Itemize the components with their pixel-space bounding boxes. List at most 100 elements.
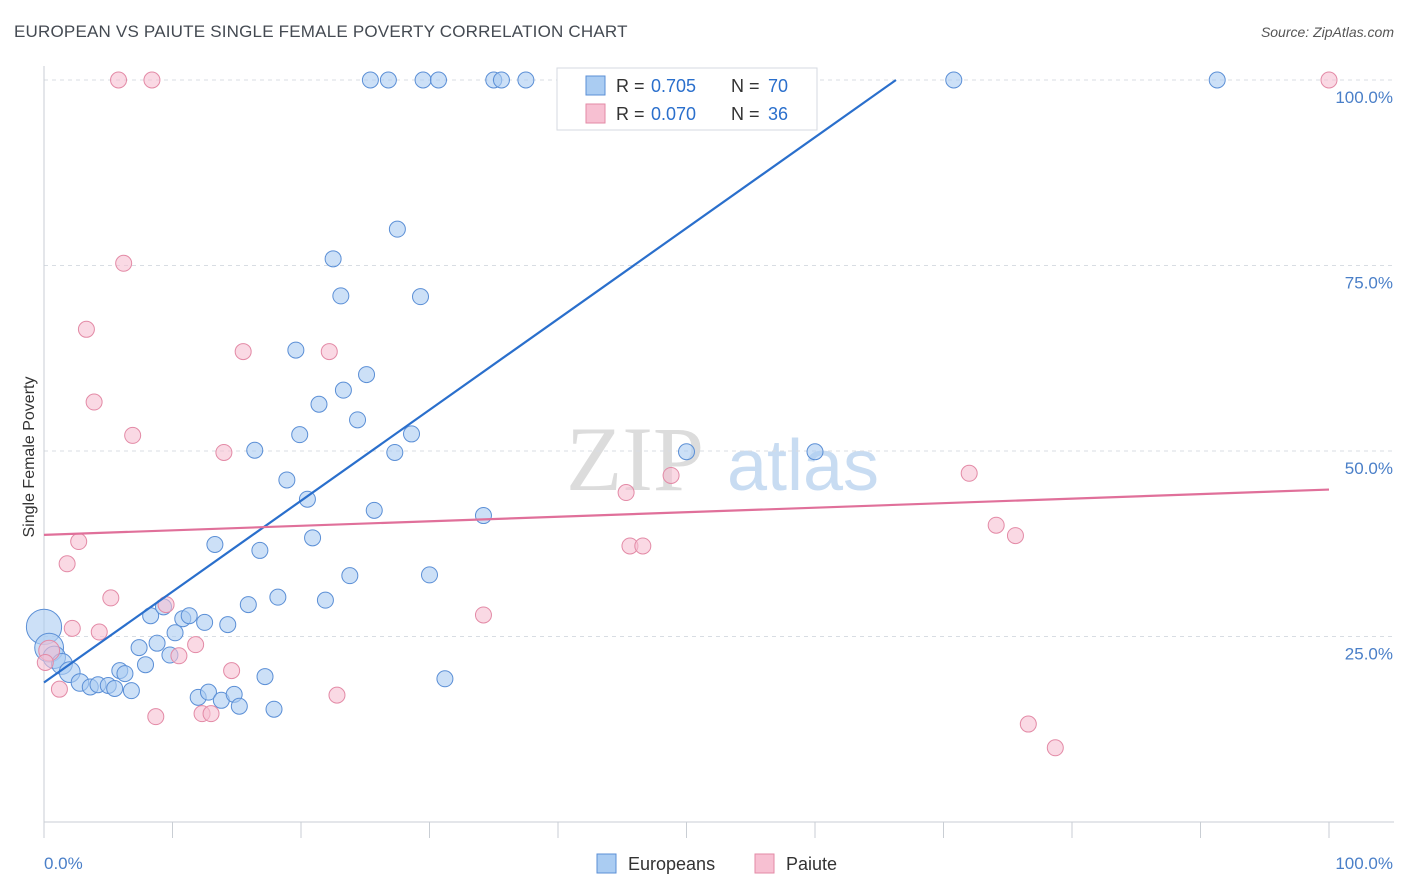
europeans-point [256, 668, 274, 686]
paiute-point [77, 320, 95, 338]
europeans-point [1208, 71, 1226, 89]
europeans-point [349, 411, 367, 429]
legend-label-paiute: Paiute [786, 854, 837, 874]
europeans-point [206, 535, 224, 553]
europeans-point [806, 443, 824, 461]
europeans-point [291, 426, 309, 444]
europeans-point [246, 441, 264, 459]
europeans-point [137, 656, 155, 674]
y-axis-label: Single Female Poverty [21, 377, 38, 538]
watermark-atlas: atlas [727, 426, 879, 506]
y-tick-labels: 25.0% 50.0% 75.0% 100.0% [1335, 88, 1393, 664]
paiute-point [1019, 715, 1037, 733]
europeans-point [304, 529, 322, 547]
europeans-point [474, 507, 492, 525]
europeans-point [945, 71, 963, 89]
europeans-point [678, 443, 695, 461]
axes [43, 66, 1394, 823]
series-europeans [25, 71, 1226, 718]
stats-n-label-europeans: N = [731, 76, 760, 96]
paiute-point [102, 589, 120, 607]
europeans-point [278, 471, 296, 489]
stats-r-label-europeans: R = [616, 76, 645, 96]
source-credit: Source: ZipAtlas.com [1260, 24, 1394, 40]
europeans-point [239, 596, 257, 614]
y-tick-label: 75.0% [1345, 274, 1393, 293]
x-tick-label-max: 100.0% [1335, 854, 1393, 873]
europeans-point [199, 683, 217, 701]
y-tick-label: 25.0% [1345, 645, 1393, 664]
europeans-trendline [43, 79, 897, 684]
paiute-point [223, 662, 241, 680]
europeans-point [116, 665, 134, 683]
europeans-point [265, 700, 283, 718]
europeans-point [332, 287, 350, 305]
europeans-point [287, 341, 305, 359]
legend-swatch-paiute [754, 853, 775, 874]
paiute-point [320, 343, 338, 361]
europeans-point [230, 697, 248, 715]
europeans-point [196, 613, 214, 631]
europeans-point [492, 71, 510, 89]
paiute-point [124, 426, 142, 444]
europeans-point [166, 624, 184, 642]
europeans-point [403, 425, 421, 443]
europeans-point [180, 607, 198, 625]
europeans-point [298, 490, 316, 508]
europeans-point [334, 381, 352, 399]
stats-n-label-paiute: N = [731, 104, 760, 124]
bottom-legend: Europeans Paiute [596, 853, 837, 874]
stats-swatch-paiute [585, 103, 606, 124]
paiute-point [234, 343, 252, 361]
paiute-point [215, 443, 233, 461]
paiute-point [90, 623, 108, 641]
europeans-point [386, 443, 404, 461]
europeans-point [421, 566, 438, 584]
paiute-point [70, 533, 88, 551]
watermark-zip: ZIP [566, 408, 704, 510]
europeans-point [379, 71, 397, 89]
paiute-point [85, 393, 103, 411]
europeans-point [310, 395, 328, 413]
europeans-point [358, 366, 376, 384]
paiute-point [143, 71, 161, 89]
paiute-point [662, 466, 680, 484]
paiute-point [115, 254, 133, 272]
europeans-point [429, 71, 447, 89]
stats-swatch-europeans [585, 75, 606, 96]
paiute-point [328, 686, 346, 704]
paiute-point [63, 619, 81, 637]
legend-swatch-europeans [596, 853, 617, 874]
paiute-point [1006, 527, 1024, 545]
watermark: ZIP atlas [566, 408, 879, 510]
europeans-point [414, 71, 432, 89]
paiute-point [960, 464, 978, 482]
paiute-trendline [43, 488, 1330, 536]
series-paiute [36, 71, 1338, 757]
chart-title: EUROPEAN VS PAIUTE SINGLE FEMALE POVERTY… [14, 22, 628, 41]
stats-r-label-paiute: R = [616, 104, 645, 124]
europeans-point [436, 670, 454, 688]
paiute-point [58, 555, 76, 573]
paiute-point [36, 653, 54, 671]
paiute-point [50, 680, 68, 698]
europeans-point [341, 567, 359, 585]
paiute-point [202, 705, 220, 723]
paiute-point [1046, 739, 1064, 757]
y-tick-label: 50.0% [1345, 459, 1393, 478]
europeans-point [316, 591, 334, 609]
europeans-point [517, 71, 535, 89]
europeans-point [269, 588, 287, 606]
legend-label-europeans: Europeans [628, 854, 715, 874]
stats-n-value-europeans: 70 [768, 76, 788, 96]
europeans-point [388, 220, 406, 238]
paiute-point [147, 708, 165, 726]
europeans-point [365, 501, 383, 519]
stats-n-value-paiute: 36 [768, 104, 788, 124]
paiute-point [110, 71, 128, 89]
europeans-point [148, 634, 166, 652]
stats-legend: R = 0.705 N = 70 R = 0.070 N = 36 [556, 67, 818, 131]
europeans-point [251, 541, 269, 559]
paiute-point [187, 636, 205, 654]
